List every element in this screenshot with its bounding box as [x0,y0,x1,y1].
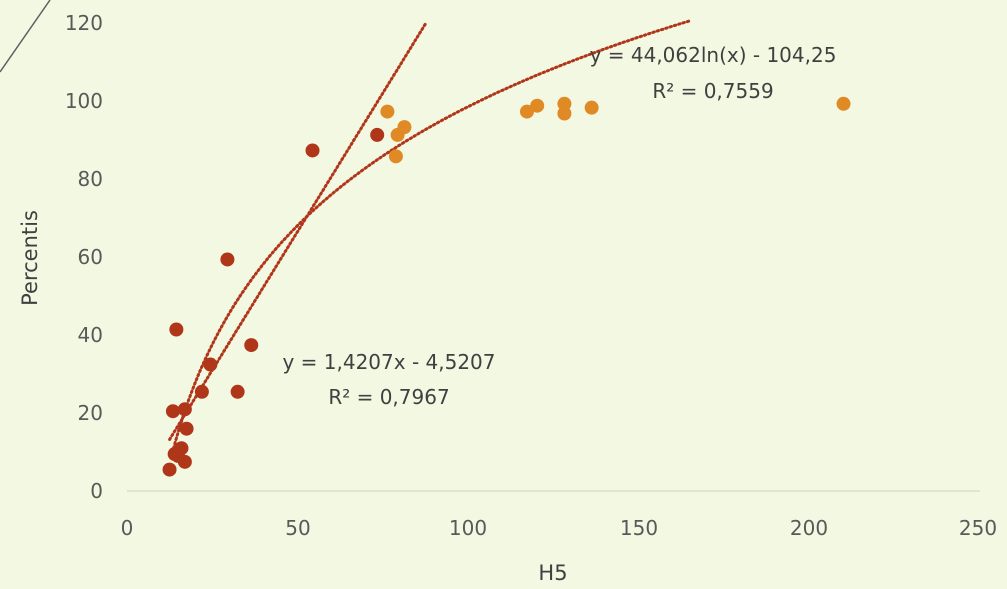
x-tick-label: 250 [959,516,997,540]
x-tick-label: 100 [449,516,487,540]
data-point-series-2 [836,96,851,111]
data-point-series-1 [169,322,184,337]
y-tick-label: 40 [78,323,103,347]
data-point-series-2 [380,104,395,119]
data-point-series-1 [230,384,245,399]
y-tick-label: 80 [78,167,103,191]
data-point-series-2 [519,104,534,119]
y-tick-label: 0 [90,479,103,503]
y-axis-ticks: 0 20 40 60 80 100 120 [65,11,103,503]
y-tick-label: 20 [78,401,103,425]
log-r-squared-text: R² = 0,7559 [652,79,773,103]
data-point-series-1 [177,402,192,417]
y-tick-label: 100 [65,89,103,113]
data-point-series-2 [557,96,572,111]
data-point-series-1 [177,454,192,469]
data-point-series-1 [244,338,259,353]
x-tick-label: 200 [790,516,828,540]
corner-decoration-line [0,0,51,73]
data-point-series-2 [388,149,403,164]
data-point-series-1 [220,252,235,267]
data-point-series-1 [174,441,189,456]
logarithmic-trendline [169,19,691,459]
linear-equation-text: y = 1,4207x - 4,5207 [282,350,495,374]
log-trendline-equation: y = 44,062ln(x) - 104,25 R² = 0,7559 [590,43,837,103]
data-point-series-2 [397,120,412,135]
data-point-series-1 [165,404,180,419]
y-tick-label: 60 [78,245,103,269]
data-point-series-1 [305,143,320,158]
linear-r-squared-text: R² = 0,7967 [328,385,449,409]
x-axis-title: H5 [538,561,567,585]
linear-trendline [168,20,429,441]
data-point-series-1 [179,421,194,436]
x-tick-label: 0 [121,516,134,540]
x-tick-label: 50 [285,516,310,540]
y-tick-label: 120 [65,11,103,35]
x-axis-ticks: 0 50 100 150 200 250 [121,516,997,540]
data-point-series-1 [370,127,385,142]
data-point-series-1 [203,357,218,372]
data-point-series-2 [584,100,599,115]
data-points [162,96,851,477]
data-point-series-2 [557,106,572,121]
data-point-series-1 [162,462,177,477]
log-equation-text: y = 44,062ln(x) - 104,25 [590,43,837,67]
data-point-series-2 [530,98,545,113]
x-tick-label: 150 [620,516,658,540]
linear-trendline-equation: y = 1,4207x - 4,5207 R² = 0,7967 [282,350,495,409]
data-point-series-1 [194,384,209,399]
y-axis-title: Percentis [18,210,42,306]
